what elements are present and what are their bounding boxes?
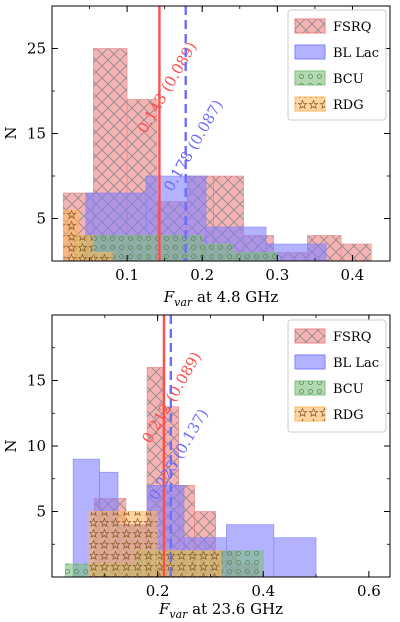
legend-swatch: [294, 44, 326, 60]
y-tick-label: 15: [27, 125, 46, 143]
x-tick-label: 0.4: [341, 266, 365, 284]
legend-swatch-hatch: [295, 329, 325, 343]
bar-outline: [145, 175, 207, 261]
x-tick-label: 0.3: [265, 266, 289, 284]
legend-box: [287, 319, 387, 433]
x-tick-label: 0.4: [251, 582, 275, 600]
mean-annotation: 0.143 (0.089): [134, 39, 201, 137]
legend-swatch-hatch: [295, 71, 325, 85]
panel-23.6ghz: 0.212 (0.089)0.225 (0.137)0.2 0.4 0.651015…: [2, 314, 391, 621]
legend-swatch: [294, 354, 326, 370]
legend-swatch-hatch: [295, 407, 325, 421]
legend-label: BL Lac: [333, 356, 379, 371]
legend-swatch-hatch: [295, 97, 325, 111]
series-rdg: [88, 511, 222, 577]
bar-hatch: [78, 235, 94, 261]
y-axis-label: N: [2, 439, 20, 452]
bar-outline: [273, 537, 317, 577]
y-tick-label: 15: [27, 372, 46, 390]
series-rdg: [62, 209, 113, 261]
legend: FSRQ BL Lac BCU RDG: [287, 9, 387, 121]
y-tick-label: 10: [27, 437, 46, 455]
legend-box: [287, 9, 387, 121]
x-tick-label: 0.6: [357, 582, 381, 600]
y-tick-label: 5: [36, 503, 46, 521]
bar-outline: [77, 235, 94, 261]
legend-swatch-hatch: [295, 381, 325, 395]
x-tick-label: 0.1: [115, 266, 139, 284]
bar-outline: [213, 175, 244, 261]
y-axis-label: N: [2, 126, 20, 139]
y-tick-label: 25: [27, 40, 46, 58]
bar-outline: [340, 243, 372, 261]
x-tick-label: 0.2: [146, 582, 170, 600]
bar: [273, 537, 317, 577]
bar: [266, 244, 327, 261]
bar-hatch: [232, 252, 278, 261]
x-tick-label: 0.2: [190, 266, 214, 284]
legend-swatch-hatch: [295, 19, 325, 33]
bar-hatch: [93, 252, 113, 261]
bar-hatch: [341, 244, 372, 261]
histogram-bars: [64, 367, 317, 577]
legend-label: RDG: [333, 408, 364, 423]
bar-hatch: [88, 511, 158, 577]
legend-label: FSRQ: [333, 330, 371, 345]
bar-hatch: [221, 550, 264, 577]
legend: FSRQ BL Lac BCU RDG: [287, 319, 387, 433]
bar-outline: [93, 252, 113, 261]
y-tick-label: 5: [36, 210, 46, 228]
legend-label: BL Lac: [333, 46, 379, 61]
bar-hatch: [202, 244, 233, 261]
legend-label: FSRQ: [333, 20, 371, 35]
panel-4.8ghz: 0.143 (0.089)0.178 (0.087)0.1 0.2 0.3 0.451…: [2, 5, 391, 309]
legend-label: BCU: [333, 382, 364, 397]
x-axis-label: Fvar at 23.6 GHz: [158, 600, 283, 621]
legend-label: RDG: [333, 98, 364, 113]
bar-hatch: [157, 550, 221, 577]
bar-hatch: [145, 235, 203, 261]
x-axis-label: Fvar at 4.8 GHz: [163, 288, 279, 309]
legend-label: BCU: [333, 72, 364, 87]
histogram-bars: [62, 48, 372, 261]
bar-hatch: [63, 210, 79, 261]
bar-outline: [88, 511, 158, 577]
